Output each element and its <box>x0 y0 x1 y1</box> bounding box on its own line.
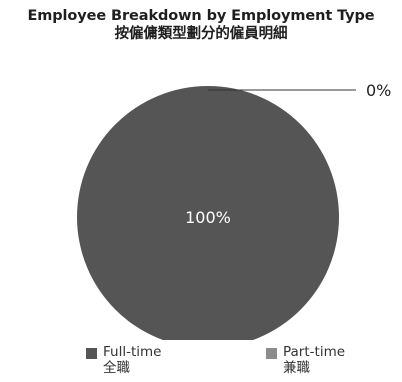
chart-title: Employee Breakdown by Employment Type <box>27 8 375 24</box>
legend-item-full-time: Full-time 全職 <box>86 344 161 376</box>
legend-label-zh: 全職 <box>103 360 130 376</box>
legend-label-zh: 兼職 <box>283 360 310 376</box>
data-label-part-time: 0% <box>366 81 391 100</box>
chart-subtitle: 按僱傭類型劃分的僱員明細 <box>114 26 288 42</box>
legend-label-en: Full-time <box>103 344 162 360</box>
pie-slice-full-time <box>77 86 339 340</box>
data-label-full-time: 100% <box>185 208 231 227</box>
legend-item-part-time: Part-time 兼職 <box>266 344 345 376</box>
chart-title-block: Employee Breakdown by Employment Type 按僱… <box>0 7 402 43</box>
legend-swatch-full-time <box>86 348 97 359</box>
legend-label-full-time: Full-time 全職 <box>103 344 161 376</box>
legend: Full-time 全職 Part-time 兼職 <box>0 344 402 380</box>
legend-label-en: Part-time <box>283 344 346 360</box>
legend-swatch-part-time <box>266 348 277 359</box>
pie-chart: 100% 0% <box>77 81 391 340</box>
legend-label-part-time: Part-time 兼職 <box>283 344 345 376</box>
